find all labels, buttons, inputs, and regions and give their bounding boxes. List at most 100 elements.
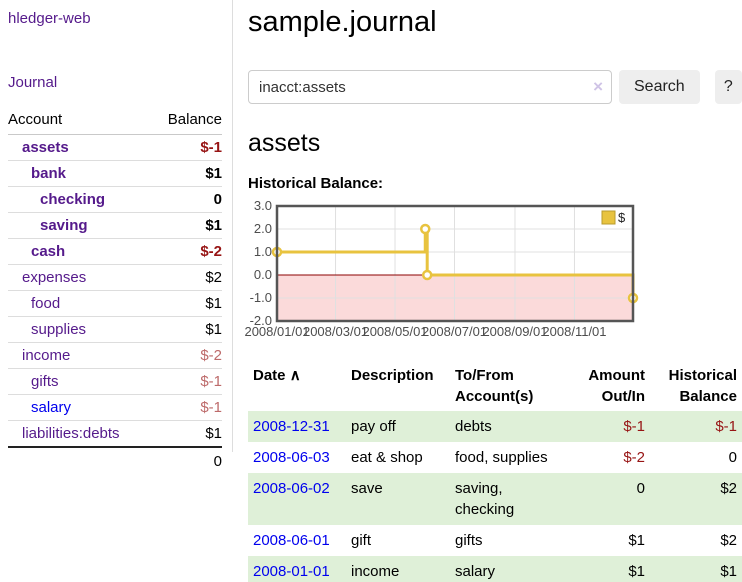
transaction-accounts: food, supplies <box>455 449 548 466</box>
amount-column-header: Amount Out/In <box>588 367 645 405</box>
svg-text:1.0: 1.0 <box>254 244 272 259</box>
svg-text:2008/07/01: 2008/07/01 <box>422 324 487 339</box>
date-column-header[interactable]: Date ∧ <box>248 361 346 411</box>
accounts-total-value: 0 <box>152 446 222 475</box>
account-link-checking[interactable]: checking <box>40 191 106 208</box>
account-link-assets[interactable]: assets <box>22 139 69 156</box>
account-link-expenses[interactable]: expenses <box>22 269 87 286</box>
account-balance: $1 <box>152 290 222 317</box>
clear-search-icon[interactable]: × <box>593 77 603 96</box>
transaction-date-link[interactable]: 2008-06-03 <box>253 449 330 466</box>
transaction-balance: $2 <box>650 473 742 525</box>
sidebar: hledger-web Journal Account Balance asse… <box>0 0 233 475</box>
main-content: sample.journal × Search ? assets Histori… <box>244 0 742 582</box>
account-link-bank[interactable]: bank <box>31 165 67 182</box>
transaction-description: income <box>346 556 450 582</box>
account-row: food $1 <box>8 290 222 317</box>
description-column-header: Description <box>351 367 434 384</box>
transaction-row[interactable]: 2008-01-01 income salary $1 $1 <box>248 556 742 582</box>
transaction-balance: $1 <box>650 556 742 582</box>
svg-text:-1.0: -1.0 <box>250 290 272 305</box>
search-button[interactable]: Search <box>619 70 700 104</box>
svg-text:$: $ <box>618 210 626 225</box>
svg-text:2008/01/01: 2008/01/01 <box>244 324 309 339</box>
transaction-amount: $-1 <box>568 411 650 442</box>
account-row: supplies $1 <box>8 316 222 343</box>
account-balance: $1 <box>152 316 222 343</box>
chart-canvas: $3.0 2.0 1.0 0.0 -1.0 -2.02008/01/012008/03/0… <box>244 198 639 339</box>
svg-text:2008/09/01: 2008/09/01 <box>482 324 547 339</box>
account-link-saving[interactable]: saving <box>40 217 88 234</box>
svg-text:2008/05/01: 2008/05/01 <box>362 324 427 339</box>
transaction-row[interactable]: 2008-06-02 save saving, checking 0 $2 <box>248 473 742 525</box>
account-link-supplies[interactable]: supplies <box>31 321 87 338</box>
transaction-date-link[interactable]: 2008-01-01 <box>253 563 330 580</box>
account-link-cash[interactable]: cash <box>31 243 66 260</box>
search-input[interactable] <box>248 70 612 104</box>
transaction-accounts: debts <box>450 411 568 442</box>
svg-text:-2.0: -2.0 <box>250 313 272 328</box>
sort-ascending-icon: ∧ <box>289 367 301 384</box>
svg-text:2.0: 2.0 <box>254 221 272 236</box>
account-link-income[interactable]: income <box>22 347 71 364</box>
transaction-amount: $1 <box>568 556 650 582</box>
account-row: income $-2 <box>8 342 222 369</box>
account-row: liabilities:debts $1 <box>8 420 222 448</box>
transaction-description: save <box>346 473 450 525</box>
historical-balance-chart: $3.0 2.0 1.0 0.0 -1.0 -2.0 2008/01/01 2008/03/0… <box>244 198 648 347</box>
sidebar-item-journal[interactable]: Journal <box>8 74 58 91</box>
accounts-column-header: To/From Account(s) <box>455 367 534 405</box>
transactions-table: Date ∧ Description To/From Account(s) Am… <box>248 361 742 582</box>
account-balance: $-2 <box>152 342 222 369</box>
transaction-accounts: gifts <box>455 532 483 549</box>
transaction-date-link[interactable]: 2008-06-01 <box>253 532 330 549</box>
transaction-accounts: salary <box>450 556 568 582</box>
account-link-food[interactable]: food <box>31 295 61 312</box>
account-balance: 0 <box>152 186 222 213</box>
account-row: saving $1 <box>8 212 222 239</box>
account-balance: $2 <box>152 264 222 291</box>
transaction-date-link[interactable]: 2008-12-31 <box>253 418 330 435</box>
balance-column-header: Balance <box>152 108 222 135</box>
account-row: salary $-1 <box>8 394 222 421</box>
accounts-column-header: Account <box>8 108 152 135</box>
transaction-amount: $1 <box>628 532 645 549</box>
transaction-row[interactable]: 2008-06-01 gift gifts $1 $2 <box>248 525 742 556</box>
account-balance: $-1 <box>152 134 222 161</box>
date-header-label: Date <box>253 367 286 384</box>
search-form: × Search ? <box>248 70 742 104</box>
account-balance: $1 <box>152 212 222 239</box>
transaction-balance: $2 <box>720 532 737 549</box>
svg-text:2008/03/01: 2008/03/01 <box>303 324 368 339</box>
account-link-liabilities-debts[interactable]: liabilities:debts <box>22 425 120 442</box>
svg-text:2008/11/01: 2008/11/01 <box>542 324 606 339</box>
svg-text:0.0: 0.0 <box>254 267 272 282</box>
accounts-balance-table: Account Balance assets $-1 bank $1 check… <box>8 108 222 475</box>
transaction-description: pay off <box>346 411 450 442</box>
transaction-row[interactable]: 2008-06-03 eat & shop food, supplies $-2… <box>248 442 742 473</box>
account-row: gifts $-1 <box>8 368 222 395</box>
account-balance: $-1 <box>152 368 222 395</box>
account-balance: $-2 <box>152 238 222 265</box>
app-title-link[interactable]: hledger-web <box>8 10 91 27</box>
account-row: assets $-1 <box>8 134 222 161</box>
accounts-header-row: Account Balance <box>8 108 222 135</box>
page-title: sample.journal <box>248 6 437 38</box>
account-row: expenses $2 <box>8 264 222 291</box>
transaction-row[interactable]: 2008-12-31 pay off debts $-1 $-1 <box>248 411 742 442</box>
account-link-gifts[interactable]: gifts <box>31 373 59 390</box>
transaction-date-link[interactable]: 2008-06-02 <box>253 480 330 497</box>
account-balance: $-1 <box>152 394 222 421</box>
transaction-amount: 0 <box>568 473 650 525</box>
account-link-salary[interactable]: salary <box>31 399 72 416</box>
help-button[interactable]: ? <box>714 70 742 104</box>
svg-text:3.0: 3.0 <box>254 198 272 213</box>
account-row: cash $-2 <box>8 238 222 265</box>
transactions-header-row: Date ∧ Description To/From Account(s) Am… <box>248 361 742 411</box>
transaction-balance: $-1 <box>650 411 742 442</box>
chart-heading: Historical Balance: <box>248 175 384 192</box>
account-row: checking 0 <box>8 186 222 213</box>
account-balance: $1 <box>152 420 222 448</box>
transaction-amount: $-2 <box>623 449 645 466</box>
